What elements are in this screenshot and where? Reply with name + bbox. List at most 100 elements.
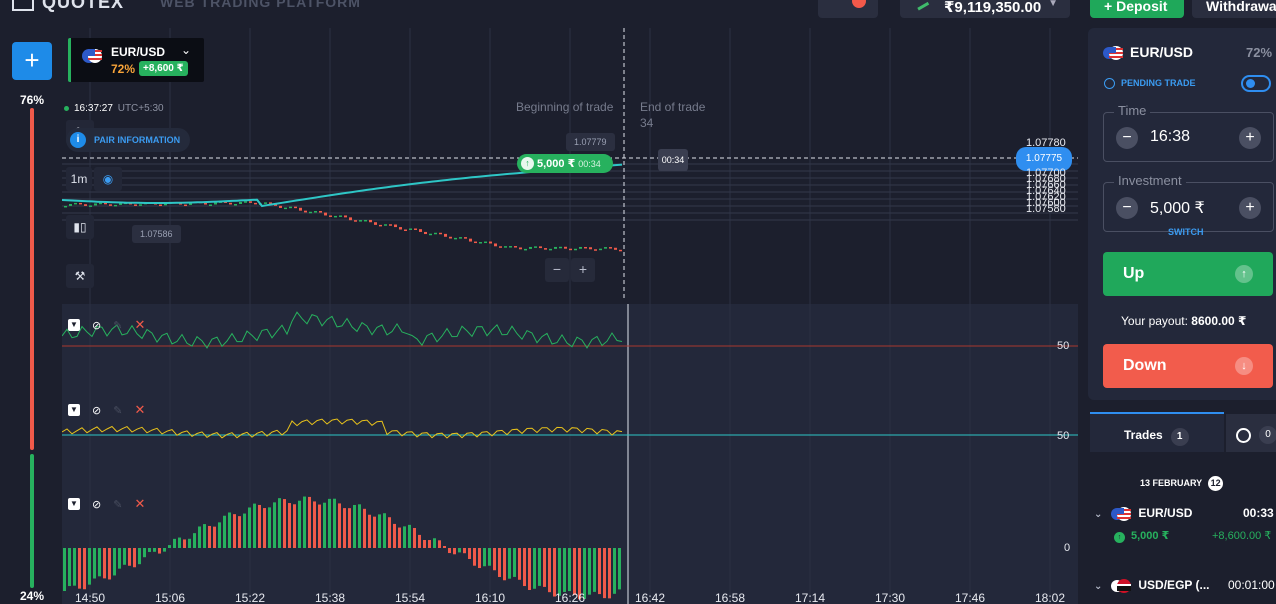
candle (109, 204, 112, 206)
candle (494, 243, 497, 247)
investment-decrease-button[interactable]: − (1116, 197, 1138, 219)
candle (339, 215, 342, 217)
zoom-in-button[interactable]: + (571, 258, 595, 282)
candle (389, 224, 392, 226)
histogram-bar (168, 545, 171, 548)
edit-icon[interactable]: ✎ (113, 319, 123, 332)
histogram-bar (118, 548, 121, 569)
histogram-bar (593, 548, 596, 592)
trade-row[interactable]: ⌄ USD/EGP (... (1094, 578, 1210, 594)
histogram-bar (178, 537, 181, 548)
edit-icon[interactable]: ✎ (113, 404, 123, 417)
candle (584, 246, 587, 249)
candle (244, 201, 247, 203)
withdraw-button[interactable]: Withdrawal (1192, 0, 1276, 18)
price-level-label: 1.07580 (1026, 203, 1066, 215)
histogram-bar (468, 548, 471, 559)
balance-selector[interactable]: ₹9,119,350.00 ▼ (900, 0, 1070, 18)
collapse-icon[interactable]: ▼ (68, 498, 80, 510)
histogram-bar (183, 539, 186, 548)
trade-time: 00:33 (1243, 506, 1274, 520)
candle (334, 215, 337, 218)
time-axis-label: 16:42 (635, 591, 666, 604)
investment-increase-button[interactable]: + (1239, 197, 1261, 219)
notifications-button[interactable] (818, 0, 878, 18)
time-value[interactable]: 16:38 (1150, 128, 1191, 145)
down-button[interactable]: Down ↓ (1103, 344, 1273, 388)
histogram-bar (583, 548, 586, 599)
candle-type-icon[interactable]: ▮▯ (66, 215, 94, 239)
close-icon[interactable]: ✕ (134, 496, 146, 511)
pending-trade-toggle[interactable] (1241, 75, 1271, 92)
asset-selector[interactable]: EUR/USD ⌄ 72% +8,600 ₹ (68, 38, 204, 82)
candle (64, 205, 67, 208)
hide-icon[interactable]: ⊘ (92, 404, 102, 417)
asset-name: EUR/USD (111, 45, 166, 59)
candle (79, 202, 82, 205)
end-of-trade-label: End of trade (640, 100, 706, 114)
tab-history[interactable]: 0 (1226, 414, 1276, 452)
histogram-bar (523, 548, 526, 587)
histogram-bar (403, 526, 406, 548)
panel-payout-pct: 72% (1246, 45, 1273, 60)
histogram-bar (598, 548, 601, 595)
chevron-down-icon: ⌄ (1094, 581, 1103, 593)
histogram-bar (313, 501, 316, 548)
logo[interactable]: QUOTEX (12, 0, 124, 13)
candle (69, 203, 72, 206)
eye-icon[interactable]: ◉ (94, 167, 122, 191)
time-decrease-button[interactable]: − (1116, 127, 1138, 149)
deposit-label: Deposit (1116, 0, 1168, 14)
trade-amount: ↑ 5,000 ₹ (1114, 529, 1169, 543)
timeframe-button[interactable]: 1m (66, 167, 92, 191)
indicators-icon[interactable]: ⚒ (66, 264, 94, 288)
collapse-icon[interactable]: ▼ (68, 404, 80, 416)
chart-canvas (62, 28, 1078, 604)
indicator-2-controls: ▼ ⊘ ✎ ✕ (68, 402, 145, 418)
zoom-out-button[interactable]: − (545, 258, 569, 282)
deposit-button[interactable]: + Deposit (1090, 0, 1184, 18)
trade-time: 00:01:00 (1228, 578, 1275, 592)
candle (559, 246, 562, 249)
time-increase-button[interactable]: + (1239, 127, 1261, 149)
histogram-bar (98, 548, 101, 577)
time-legend: Time (1114, 103, 1151, 118)
close-icon[interactable]: ✕ (134, 317, 146, 332)
time-field[interactable]: Time − 16:38 + (1103, 103, 1274, 162)
time-axis-label: 16:26 (555, 591, 586, 604)
candle (394, 224, 397, 228)
open-trade-marker[interactable]: ↑ 5,000 ₹00:34 (517, 154, 613, 173)
switch-currency-button[interactable]: SWITCH (1168, 227, 1204, 237)
add-chart-button[interactable]: + (12, 42, 52, 80)
histogram-bar (83, 548, 86, 590)
eur-usd-flag-icon (1103, 46, 1123, 61)
clock-timezone: UTC+5:30 (117, 103, 164, 114)
candle (299, 207, 302, 211)
histogram-bar (608, 548, 611, 599)
time-axis-label: 15:38 (315, 591, 346, 604)
sentiment-down-bar (30, 108, 34, 450)
collapse-icon[interactable]: ▼ (68, 319, 80, 331)
time-axis-label: 17:46 (955, 591, 986, 604)
histogram-bar (283, 499, 286, 548)
trades-date-header: 13 FEBRUARY 12 (1140, 476, 1224, 491)
logo-icon (12, 0, 34, 11)
investment-value[interactable]: 5,000 ₹ (1150, 200, 1205, 217)
close-icon[interactable]: ✕ (134, 402, 146, 417)
histogram-bar (513, 548, 516, 577)
pending-text: PENDING TRADE (1121, 78, 1196, 88)
up-button[interactable]: Up ↑ (1103, 252, 1273, 296)
edit-icon[interactable]: ✎ (113, 498, 123, 511)
histogram-bar (378, 514, 381, 548)
panel-asset[interactable]: EUR/USD (1102, 44, 1193, 62)
hide-icon[interactable]: ⊘ (92, 319, 102, 332)
trade-row[interactable]: ⌄ EUR/USD (1094, 506, 1192, 522)
investment-field[interactable]: Investment − 5,000 ₹ + (1103, 173, 1274, 232)
chart-area[interactable] (62, 28, 1078, 604)
tab-trades[interactable]: Trades 1 (1090, 412, 1224, 452)
price-level-label: 1.07660 (1026, 179, 1066, 191)
hide-icon[interactable]: ⊘ (92, 498, 102, 511)
pair-information-button[interactable]: i PAIR INFORMATION (66, 128, 191, 152)
pair-information-label: PAIR INFORMATION (94, 135, 181, 145)
candle (359, 220, 362, 222)
